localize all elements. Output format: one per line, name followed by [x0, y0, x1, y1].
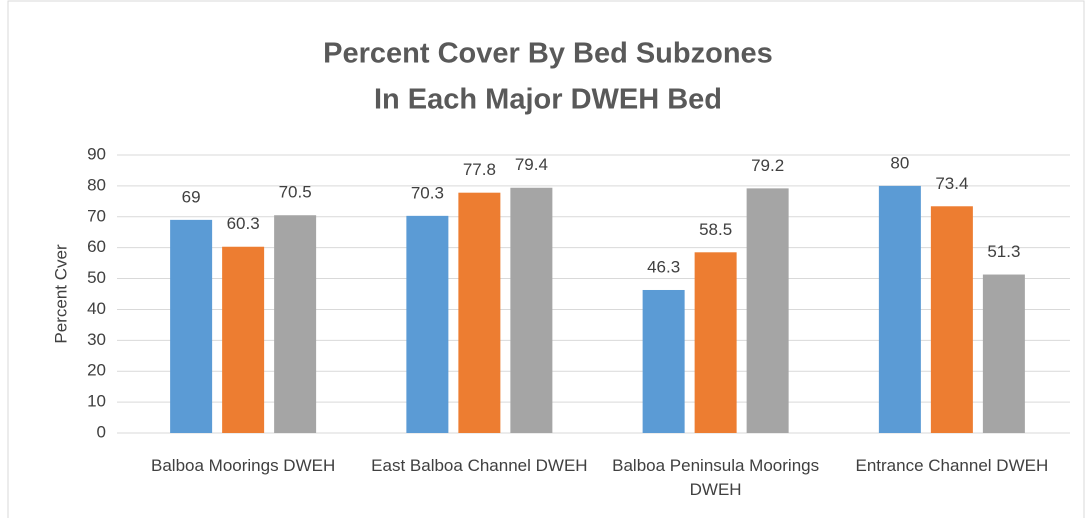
- bar: [274, 215, 317, 433]
- chart-border: [7, 0, 1085, 518]
- y-tick-label: 10: [87, 392, 106, 411]
- data-label: 69: [182, 187, 201, 206]
- data-label: 70.5: [279, 183, 312, 202]
- data-label: 51.3: [987, 242, 1020, 261]
- bar: [694, 252, 737, 433]
- data-label: 46.3: [647, 257, 680, 276]
- y-tick-label: 40: [87, 299, 106, 318]
- bar: [982, 274, 1025, 433]
- data-label: 79.4: [515, 155, 548, 174]
- bar: [222, 246, 265, 433]
- data-label: 80: [890, 153, 909, 172]
- x-tick-label: Entrance Channel DWEH: [855, 456, 1049, 475]
- y-tick-label: 70: [87, 206, 106, 225]
- chart-title: Percent Cover By Bed Subzones: [323, 38, 773, 70]
- x-tick-label: Balboa Moorings DWEH: [151, 456, 336, 475]
- y-tick-label: 90: [87, 144, 106, 163]
- data-label: 70.3: [411, 183, 444, 202]
- bar: [930, 206, 973, 433]
- x-tick-label: East Balboa Channel DWEH: [371, 456, 588, 475]
- bar: [170, 219, 213, 433]
- y-tick-label: 0: [97, 422, 106, 441]
- y-tick-label: 60: [87, 237, 106, 256]
- chart-title: In Each Major DWEH Bed: [374, 84, 722, 116]
- y-tick-label: 20: [87, 361, 106, 380]
- data-label: 77.8: [463, 160, 496, 179]
- y-tick-label: 30: [87, 330, 106, 349]
- y-tick-label: 50: [87, 268, 106, 287]
- data-label: 58.5: [699, 220, 732, 239]
- bar: [746, 188, 789, 433]
- y-axis-label: Percent Cver: [51, 244, 70, 344]
- bar: [510, 187, 553, 433]
- y-tick-label: 80: [87, 175, 106, 194]
- bar: [878, 185, 921, 433]
- x-tick-label: Balboa Peninsula Moorings DWEH: [612, 456, 820, 499]
- bar: [458, 192, 501, 433]
- data-label: 60.3: [227, 214, 260, 233]
- bar: [406, 215, 449, 433]
- data-label: 79.2: [751, 156, 784, 175]
- data-label: 73.4: [935, 174, 968, 193]
- bar: [642, 289, 685, 433]
